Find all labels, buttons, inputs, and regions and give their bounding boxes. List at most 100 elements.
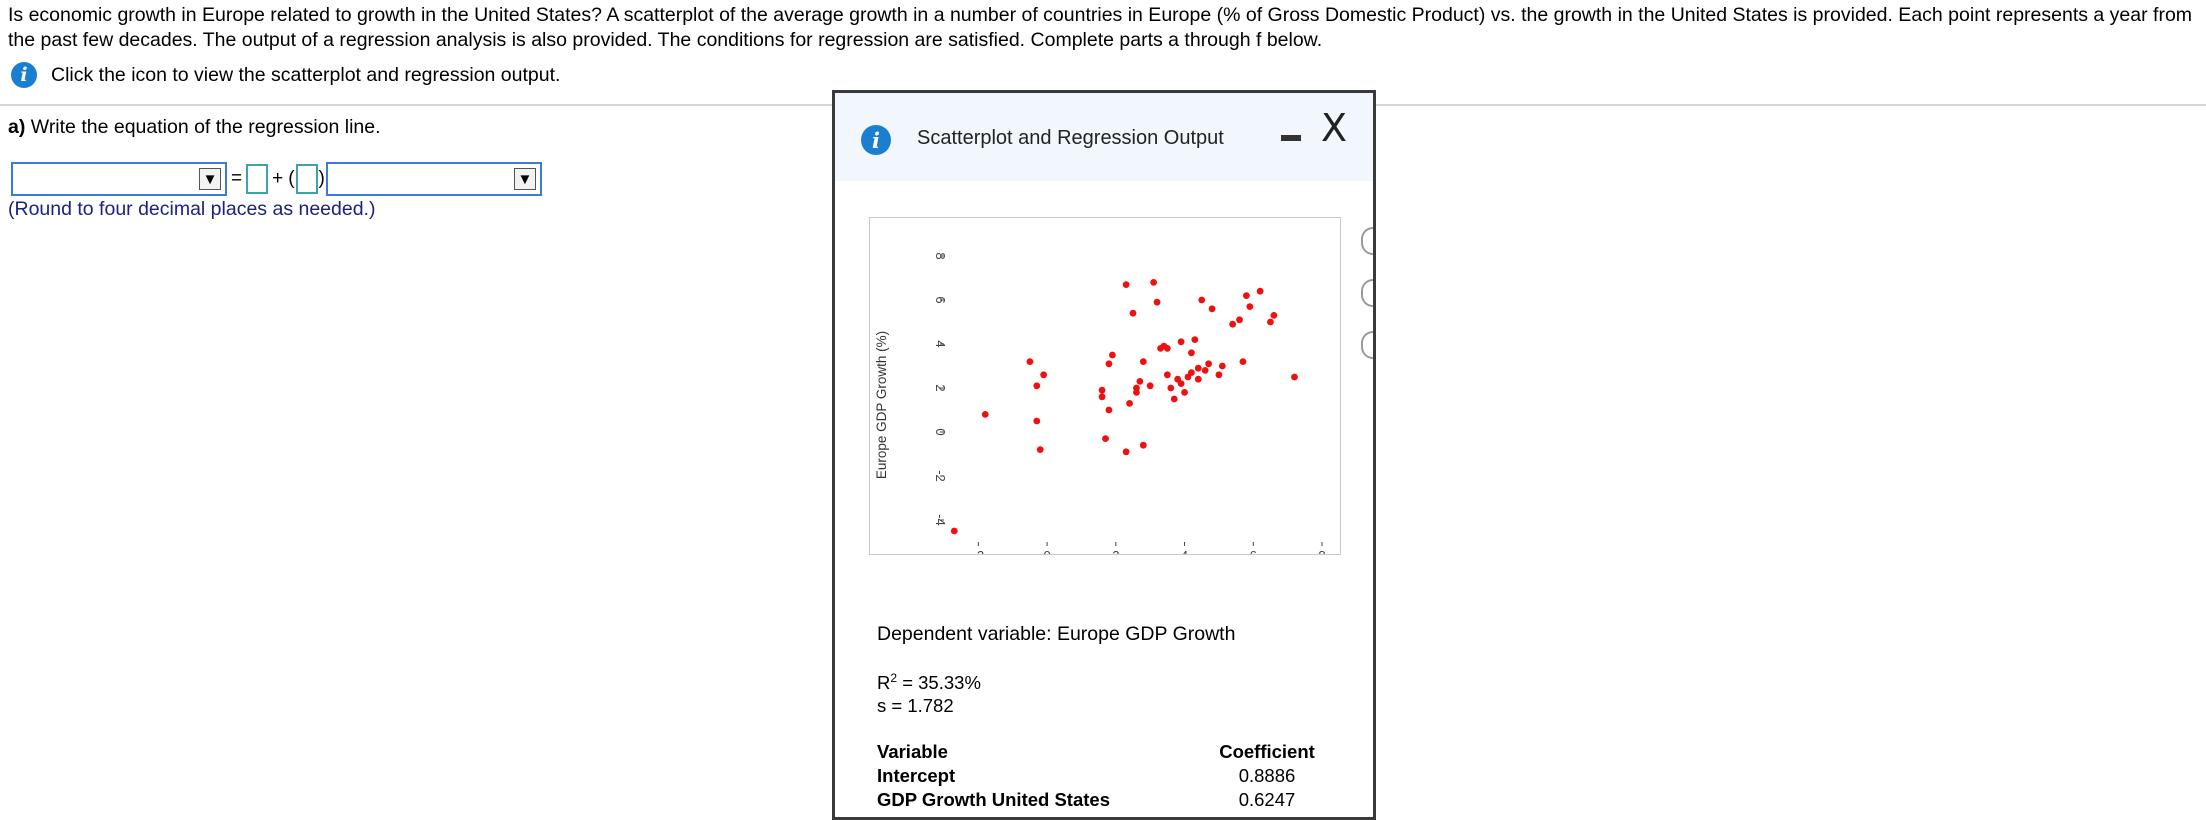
regression-equation-row: ▼ = + ( ) ▼ (11, 160, 542, 198)
standard-error: s = 1.782 (877, 695, 954, 716)
data-point (1098, 386, 1106, 394)
data-point (1105, 360, 1113, 368)
table-row: GDP Growth United States 0.6247 (877, 788, 1337, 812)
data-point (1133, 389, 1140, 396)
popup-header[interactable]: i Scatterplot and Regression Output X (835, 93, 1373, 181)
r-squared-value: = 35.33% (897, 672, 981, 694)
data-point (1218, 362, 1226, 370)
y-tick-label: 6 (933, 296, 948, 303)
data-point (1126, 400, 1133, 407)
data-point (1153, 298, 1161, 306)
data-point (1098, 393, 1106, 401)
zoom-knob[interactable] (1361, 331, 1373, 359)
r-squared-exponent: 2 (890, 671, 898, 685)
r-squared-label: R (877, 672, 891, 694)
rounding-note: (Round to four decimal places as needed.… (8, 198, 376, 220)
data-point (1188, 349, 1195, 357)
info-link-row[interactable]: i Click the icon to view the scatterplot… (11, 61, 560, 89)
y-axis-label: Europe GDP Growth (%) (874, 331, 889, 479)
explanatory-variable-dropdown[interactable]: ▼ (325, 162, 542, 196)
data-point (1163, 345, 1171, 352)
part-a-label: a) Write the equation of the regression … (8, 116, 381, 139)
dropdown-arrow-icon[interactable]: ▼ (199, 168, 221, 190)
y-tick-label: -4 (933, 514, 948, 526)
scatterplot-popup: i Scatterplot and Regression Output X 8 6… (832, 90, 1376, 820)
data-point (1108, 351, 1116, 359)
data-point (1129, 309, 1137, 317)
x-tick-label: 8 (1318, 548, 1325, 554)
open-paren: ( (288, 168, 295, 189)
data-point (1163, 371, 1171, 379)
coefficient-cell: 0.8886 (1238, 765, 1296, 786)
table-row: Intercept 0.8886 (877, 764, 1337, 788)
y-tick-label: -2 (933, 470, 948, 482)
data-point (1236, 316, 1243, 324)
data-point (1198, 296, 1206, 304)
zoom-knob[interactable] (1361, 227, 1373, 255)
slope-input[interactable] (295, 164, 318, 194)
data-point (950, 527, 958, 535)
data-point (1177, 380, 1185, 387)
info-icon[interactable]: i (11, 62, 37, 88)
data-point (1215, 371, 1223, 379)
y-tick-label: 4 (933, 340, 948, 347)
data-point (1105, 406, 1113, 414)
info-link-text[interactable]: Click the icon to view the scatterplot a… (51, 63, 561, 86)
x-tick-label: 6 (1250, 548, 1257, 554)
x-tick-label: 0 (1043, 548, 1050, 554)
data-point (1246, 303, 1254, 310)
data-point (1139, 358, 1147, 365)
x-tick-label: 4 (1181, 548, 1188, 554)
data-point (1122, 448, 1130, 456)
y-tick-label: 0 (933, 428, 948, 435)
data-point (1291, 373, 1298, 381)
y-tick-label: 8 (933, 252, 948, 259)
data-point (1033, 417, 1041, 425)
data-point (1194, 364, 1202, 372)
data-point (1170, 395, 1178, 403)
data-point (1146, 382, 1154, 390)
equals-sign: = (231, 168, 243, 189)
regression-table: Variable Coefficient Intercept 0.8886 GD… (877, 740, 1337, 812)
popup-title: Scatterplot and Regression Output (917, 127, 1224, 149)
data-point (1267, 318, 1274, 326)
zoom-knob[interactable] (1361, 279, 1373, 307)
y-tick-label: 2 (933, 384, 948, 391)
data-point (1239, 358, 1247, 365)
data-point (1026, 358, 1034, 365)
data-point (1139, 441, 1147, 449)
response-variable-dropdown[interactable]: ▼ (11, 162, 227, 196)
coefficient-cell: 0.6247 (1238, 789, 1296, 810)
dropdown-arrow-icon[interactable]: ▼ (513, 168, 536, 190)
data-point (1122, 281, 1130, 288)
dependent-variable: Dependent variable: Europe GDP Growth (877, 623, 1236, 645)
data-point (1040, 371, 1048, 379)
data-point (1102, 435, 1109, 442)
data-point (1208, 305, 1216, 313)
data-point (1205, 360, 1212, 368)
part-a-prompt: Write the equation of the regression lin… (30, 116, 381, 138)
data-point (1181, 389, 1188, 396)
intercept-input[interactable] (246, 164, 269, 194)
info-icon: i (861, 125, 891, 155)
table-header-row: Variable Coefficient (877, 740, 1337, 764)
minimize-icon[interactable] (1281, 135, 1301, 141)
data-point (1033, 382, 1041, 390)
data-point (1167, 384, 1175, 392)
data-point (1150, 279, 1158, 286)
data-point (1270, 312, 1278, 319)
close-icon[interactable]: X (1321, 106, 1348, 150)
header-coefficient: Coefficient (1219, 741, 1315, 762)
variable-cell: Intercept (877, 765, 956, 786)
data-point (981, 411, 989, 418)
header-variable: Variable (877, 741, 948, 762)
plus-sign: + (272, 168, 284, 189)
question-text: Is economic growth in Europe related to … (8, 4, 2193, 51)
data-point (1229, 320, 1237, 328)
data-point (1191, 336, 1199, 343)
data-point (1136, 378, 1144, 385)
r-squared: R2 = 35.33% (877, 671, 981, 694)
data-point (1201, 367, 1209, 374)
x-tick-label: 2 (1112, 548, 1119, 554)
